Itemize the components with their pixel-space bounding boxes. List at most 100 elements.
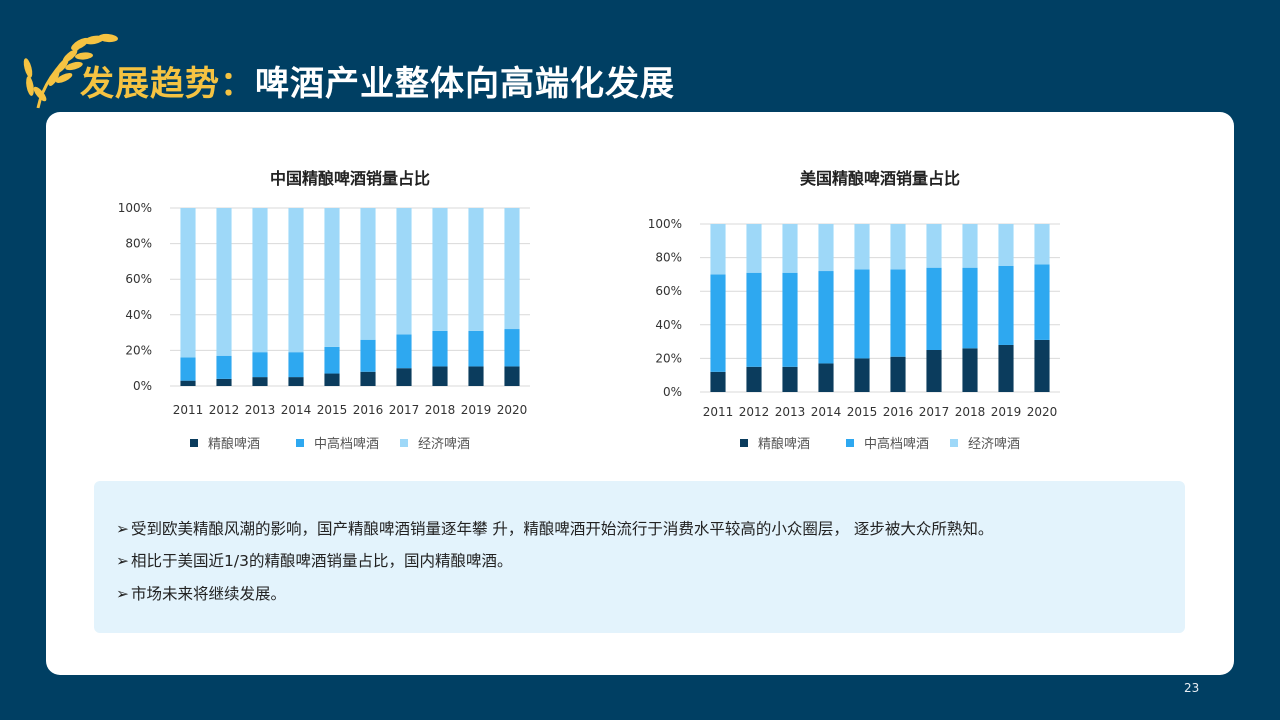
bar-segment xyxy=(782,224,798,273)
bar-segment xyxy=(710,224,726,275)
bar-segment xyxy=(396,208,412,335)
us-craft-beer-chart: 美国精酿啤酒销量占比 0% 20% 40% 60% 80% 100% 2011 2012 2013… xyxy=(648,169,1060,452)
x-tick-label: 2014 xyxy=(281,403,312,417)
y-tick-label: 20% xyxy=(655,351,682,365)
bar-segment xyxy=(890,356,906,392)
note-text-2: 相比于美国近1/3的精酿啤酒销量占比，国内精酿啤酒。 xyxy=(131,552,513,570)
note-bullet-3: ➢ 市场未来将继续发展。 xyxy=(116,582,286,604)
legend-label: 经济啤酒 xyxy=(968,437,1020,452)
x-tick-label: 2017 xyxy=(389,403,420,417)
page-number: 23 xyxy=(1184,681,1200,695)
note-text-1: 受到欧美精酿风潮的影响，国产精酿啤酒销量逐年攀 升，精酿啤酒开始流行于消费水平较… xyxy=(131,520,994,538)
bar-segment xyxy=(710,371,726,392)
bar-segment xyxy=(360,339,376,372)
x-tick-label: 2018 xyxy=(425,403,456,417)
bar-segment xyxy=(180,357,196,381)
legend-swatch xyxy=(740,439,748,447)
china-craft-beer-chart: 中国精酿啤酒销量占比 0% 20% 40% 60% 80% 100% 2011 2012 2013… xyxy=(118,169,530,452)
bar-segment xyxy=(468,208,484,331)
bar-segment xyxy=(818,224,834,272)
bar-segment xyxy=(962,224,978,268)
legend-label: 中高档啤酒 xyxy=(314,436,379,452)
bar-segment xyxy=(396,368,412,386)
china-chart-container: 中国精酿啤酒销量占比 0% 20% 40% 60% 80% 100% 2011 2012 2013… xyxy=(100,150,580,470)
bar-segment xyxy=(432,366,448,386)
bar-segment xyxy=(1034,264,1050,340)
bar-segment xyxy=(288,208,304,353)
bar-segment xyxy=(818,271,834,364)
bar-segment xyxy=(324,373,340,386)
x-tick-label: 2012 xyxy=(209,403,240,417)
bar-segment xyxy=(710,274,726,372)
bar-segment xyxy=(216,378,232,386)
bar-segment xyxy=(432,330,448,367)
bar-segment xyxy=(998,266,1014,345)
bar-segment xyxy=(504,366,520,386)
y-tick-label: 0% xyxy=(133,379,152,393)
bar-segment xyxy=(216,355,232,379)
bar-segment xyxy=(252,208,268,353)
bar-segment xyxy=(890,224,906,270)
legend-label: 精酿啤酒 xyxy=(758,436,810,452)
bar-segment xyxy=(818,363,834,392)
legend-label: 精酿啤酒 xyxy=(208,436,260,452)
y-tick-label: 100% xyxy=(648,217,682,231)
bar-segment xyxy=(324,208,340,347)
page-title: 发展趋势：啤酒产业整体向高端化发展 xyxy=(80,56,675,105)
bar-segment xyxy=(926,224,942,268)
x-tick-label: 2016 xyxy=(353,403,384,417)
bar-segment xyxy=(360,208,376,340)
x-tick-label: 2012 xyxy=(739,405,770,419)
y-tick-label: 60% xyxy=(655,284,682,298)
arrow-bullet-icon: ➢ xyxy=(116,520,129,538)
bar-segment xyxy=(782,272,798,367)
bar-segment xyxy=(504,329,520,367)
bar-segment xyxy=(782,366,798,392)
x-tick-label: 2017 xyxy=(919,405,950,419)
x-tick-label: 2011 xyxy=(703,405,734,419)
note-text-3: 市场未来将继续发展。 xyxy=(131,585,287,603)
x-tick-label: 2016 xyxy=(883,405,914,419)
x-tick-label: 2015 xyxy=(317,403,348,417)
x-tick-label: 2011 xyxy=(173,403,204,417)
y-tick-label: 40% xyxy=(125,308,152,322)
bar-segment xyxy=(746,272,762,367)
bar-segment xyxy=(180,380,196,386)
bar-segment xyxy=(288,377,304,386)
legend-label: 中高档啤酒 xyxy=(864,436,929,452)
y-tick-label: 0% xyxy=(663,385,682,399)
us-chart-container: 美国精酿啤酒销量占比 0% 20% 40% 60% 80% 100% 2011 2012 2013… xyxy=(640,150,1120,470)
legend-swatch xyxy=(190,439,198,447)
bar-segment xyxy=(432,208,448,331)
bar-segment xyxy=(998,344,1014,392)
chart-title: 美国精酿啤酒销量占比 xyxy=(800,169,960,188)
wheat-icon xyxy=(23,33,118,109)
bar-segment xyxy=(926,267,942,350)
note-bullet-1: ➢ 受到欧美精酿风潮的影响，国产精酿啤酒销量逐年攀 升，精酿啤酒开始流行于消费水平… xyxy=(116,517,993,539)
legend-swatch xyxy=(846,439,854,447)
y-tick-label: 60% xyxy=(125,272,152,286)
note-bullet-2: ➢ 相比于美国近1/3的精酿啤酒销量占比，国内精酿啤酒。 xyxy=(116,549,512,571)
chart-title: 中国精酿啤酒销量占比 xyxy=(270,169,430,188)
x-tick-label: 2019 xyxy=(461,403,492,417)
arrow-bullet-icon: ➢ xyxy=(116,585,129,603)
y-tick-label: 40% xyxy=(655,318,682,332)
x-tick-label: 2015 xyxy=(847,405,878,419)
bar-segment xyxy=(962,267,978,349)
legend-label: 经济啤酒 xyxy=(418,437,470,452)
y-tick-label: 80% xyxy=(655,251,682,265)
legend-swatch xyxy=(296,439,304,447)
page-title-main: 啤酒产业整体向高端化发展 xyxy=(255,64,675,104)
x-tick-label: 2020 xyxy=(497,403,528,417)
bar-segment xyxy=(746,366,762,392)
bar-segment xyxy=(252,352,268,378)
bar-segment xyxy=(468,366,484,386)
x-tick-label: 2018 xyxy=(955,405,986,419)
bar-segment xyxy=(288,352,304,378)
bar-segment xyxy=(396,334,412,369)
y-tick-label: 80% xyxy=(125,237,152,251)
x-tick-label: 2019 xyxy=(991,405,1022,419)
arrow-bullet-icon: ➢ xyxy=(116,552,129,570)
bar-segment xyxy=(252,377,268,386)
bar-segment xyxy=(468,330,484,367)
